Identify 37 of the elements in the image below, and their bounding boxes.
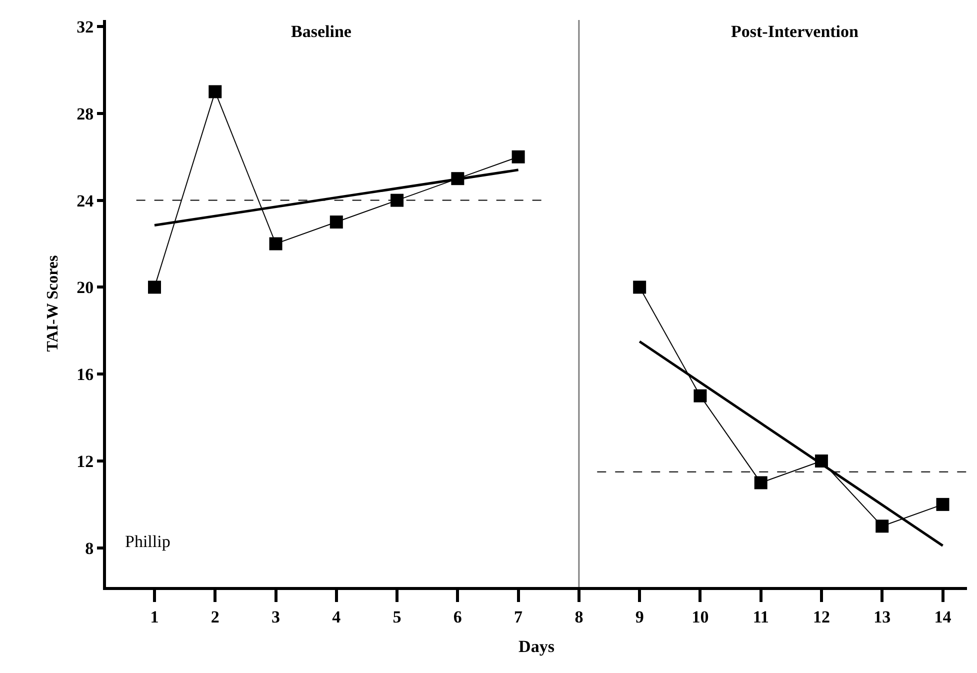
y-tick-label: 28 bbox=[76, 104, 94, 124]
point bbox=[936, 498, 950, 511]
point bbox=[512, 150, 525, 164]
x-tick-label: 9 bbox=[635, 607, 644, 626]
y-tick-label: 16 bbox=[76, 365, 94, 384]
x-tick-label: 2 bbox=[210, 607, 220, 626]
x-axis-title: Days bbox=[518, 636, 555, 656]
y-axis-title: TAI-W Scores bbox=[44, 255, 62, 352]
annotation: Post-Intervention bbox=[731, 22, 860, 41]
point bbox=[148, 280, 162, 294]
point bbox=[754, 476, 768, 490]
x-tick-label: 7 bbox=[514, 607, 524, 626]
x-tick-label: 12 bbox=[812, 607, 830, 626]
point bbox=[330, 216, 343, 229]
x-tick-label: 6 bbox=[453, 607, 462, 626]
point bbox=[633, 280, 646, 294]
x-tick-label: 4 bbox=[332, 607, 342, 626]
point bbox=[269, 237, 282, 250]
y-tick-label: 20 bbox=[76, 278, 94, 298]
point bbox=[208, 85, 222, 98]
point bbox=[876, 520, 889, 533]
x-tick-label: 5 bbox=[392, 607, 402, 626]
x-tick-label: 13 bbox=[874, 607, 891, 626]
y-tick-label: 8 bbox=[85, 538, 94, 558]
annotation: Phillip bbox=[125, 532, 170, 551]
point bbox=[694, 389, 707, 402]
y-tick-label: 32 bbox=[76, 17, 94, 36]
y-tick-label: 12 bbox=[76, 452, 94, 471]
x-tick-label: 1 bbox=[150, 607, 159, 626]
x-tick-label: 14 bbox=[934, 607, 952, 626]
x-tick-label: 8 bbox=[574, 607, 584, 626]
point bbox=[390, 194, 404, 207]
x-tick-label: 10 bbox=[692, 607, 709, 626]
annotation: Baseline bbox=[291, 22, 352, 41]
y-tick-label: 24 bbox=[76, 191, 94, 210]
x-tick-label: 3 bbox=[272, 607, 280, 626]
x-tick-label: 11 bbox=[752, 607, 769, 626]
